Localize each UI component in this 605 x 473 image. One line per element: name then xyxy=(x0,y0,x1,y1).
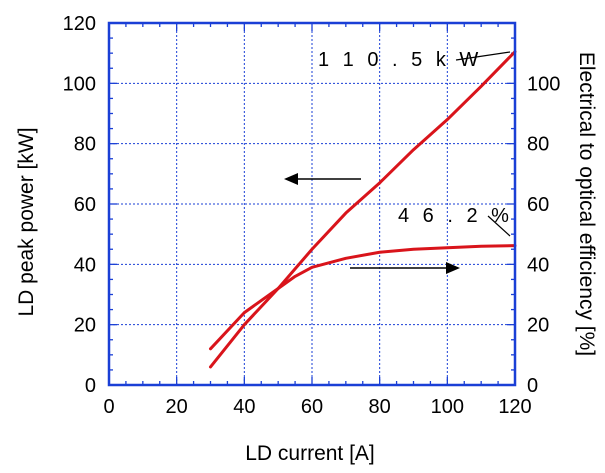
y-right-tick-label: 0 xyxy=(527,375,538,397)
annotation-peak-power: 1 1 0 . 5 k W xyxy=(318,49,482,71)
y-left-tick-label: 80 xyxy=(74,134,96,156)
x-ticks: 0 20 40 60 80 100 120 xyxy=(103,396,531,418)
y-left-tick-label: 100 xyxy=(63,73,96,95)
arrow-right-head xyxy=(446,262,460,274)
x-tick-label: 40 xyxy=(233,396,255,418)
y-right-tick-label: 60 xyxy=(527,194,549,216)
y-left-tick-label: 60 xyxy=(74,194,96,216)
y-right-tick-label: 80 xyxy=(527,134,549,156)
x-tick-label: 100 xyxy=(431,396,464,418)
y-left-tick-label: 0 xyxy=(85,375,96,397)
y-left-axis-title: LD peak power [kW] xyxy=(15,127,38,316)
annotation-peak-power-leader xyxy=(455,51,511,61)
y-right-ticks: 0 20 40 60 80 100 xyxy=(527,73,560,397)
x-tick-label: 0 xyxy=(103,396,114,418)
annotation-efficiency: 4 6 . 2 % xyxy=(398,205,513,227)
y-right-tick-label: 40 xyxy=(527,254,549,276)
y-right-axis-title: Electrical to optical efficiency [%] xyxy=(575,52,598,356)
x-tick-label: 80 xyxy=(369,396,391,418)
x-axis-title: LD current [A] xyxy=(245,442,375,465)
y-left-ticks: 0 20 40 60 80 100 120 xyxy=(63,13,96,397)
x-tick-label: 20 xyxy=(166,396,188,418)
series-line-peak-power xyxy=(209,50,517,369)
arrows xyxy=(284,173,460,274)
x-tick-label: 60 xyxy=(301,396,323,418)
y-left-tick-label: 120 xyxy=(63,13,96,35)
series xyxy=(209,50,517,369)
y-left-tick-label: 20 xyxy=(74,315,96,337)
y-right-tick-label: 100 xyxy=(527,73,560,95)
arrow-left-head xyxy=(284,173,298,185)
grid xyxy=(108,22,516,386)
y-right-tick-label: 20 xyxy=(527,315,549,337)
y-left-tick-label: 40 xyxy=(74,254,96,276)
series-line-efficiency xyxy=(209,244,517,351)
plot-frame xyxy=(107,21,517,387)
x-tick-label: 120 xyxy=(498,396,531,418)
annotations: 1 1 0 . 5 k W 4 6 . 2 % xyxy=(318,49,513,237)
annotation-efficiency-leader xyxy=(487,215,511,237)
